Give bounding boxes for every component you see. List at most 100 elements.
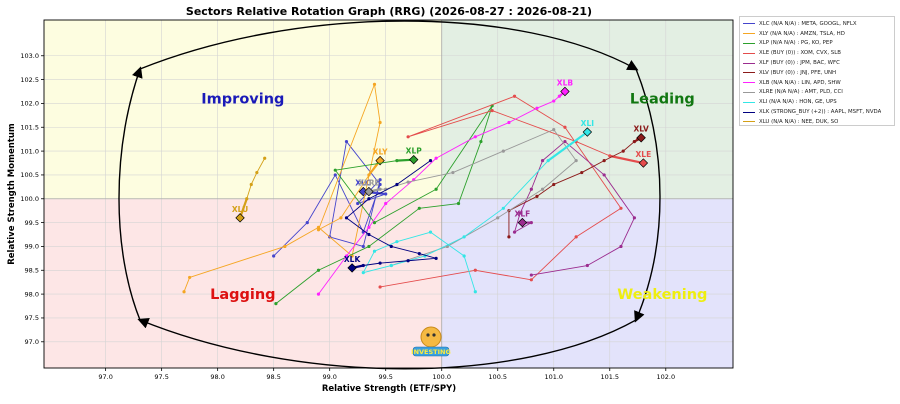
series-point-xlf: [518, 211, 522, 215]
series-point-xli: [462, 235, 466, 239]
quadrant-weakening-bg: [441, 198, 733, 368]
series-point-xlk: [395, 182, 399, 187]
series-point-xlp: [479, 139, 483, 144]
series-point-xlv: [580, 170, 584, 175]
series-point-xlc: [378, 178, 382, 182]
y-tick-label: 100.5: [20, 171, 39, 179]
series-point-xle: [406, 135, 410, 139]
series-name-label-xli: XLI: [581, 119, 595, 128]
y-tick-label: 101.5: [20, 124, 39, 132]
y-axis-label: Relative Strength Momentum: [7, 123, 17, 265]
legend-swatch: [743, 52, 755, 54]
legend-label: XLI (N/A N/A) : HON, GE, UPS: [759, 99, 837, 106]
series-name-label-xlk: XLK: [344, 255, 362, 264]
watermark-logo-eye-icon: [426, 333, 430, 337]
series-name-label-xlv: XLV: [633, 125, 649, 134]
series-point-xle: [619, 206, 623, 210]
series-point-xli: [428, 230, 433, 234]
series-point-xlp: [274, 302, 278, 306]
watermark-logo-icon: [420, 326, 442, 348]
series-point-xlp: [417, 206, 421, 210]
legend-swatch: [743, 82, 755, 84]
series-point-xlk: [428, 159, 433, 163]
series-point-xli: [473, 290, 477, 294]
legend-item-xlp: XLP (N/A N/A) : PG, KO, PEP: [743, 39, 891, 49]
legend-swatch: [743, 101, 755, 103]
series-point-xlp: [367, 244, 371, 249]
series-point-xly: [378, 120, 382, 125]
x-tick-label: 102.0: [656, 373, 675, 381]
series-point-xlb: [535, 106, 539, 110]
series-point-xlc: [305, 221, 309, 225]
series-name-label-xle: XLE: [636, 150, 652, 159]
series-point-xlp: [456, 201, 461, 206]
legend-label: XLF (BUY (0)) : JPM, BAC, WFC: [759, 60, 840, 67]
legend-item-xlre: XLRE (N/A N/A) : AMT, PLD, CCI: [743, 88, 891, 98]
series-point-xlp: [333, 168, 337, 172]
y-tick-label: 97.5: [25, 314, 39, 322]
watermark-logo-eye-icon: [432, 333, 436, 337]
series-point-xlk: [378, 261, 382, 265]
series-name-label-xlp: XLP: [406, 147, 423, 156]
series-point-xly: [316, 228, 321, 232]
series-point-xlu: [249, 182, 253, 187]
series-point-xle: [378, 285, 382, 289]
legend-label: XLV (BUY (0)) : JNJ, PFE, UNH: [759, 69, 837, 76]
series-point-xli: [462, 254, 466, 258]
y-tick-label: 103.0: [20, 52, 39, 60]
series-name-label-xly: XLY: [373, 148, 388, 157]
series-point-xly: [316, 225, 321, 229]
y-tick-label: 97.0: [25, 338, 39, 346]
series-point-xlk: [389, 244, 393, 249]
series-head-marker-xli: [582, 127, 593, 137]
legend-item-xlv: XLV (BUY (0)) : JNJ, PFE, UNH: [743, 68, 891, 78]
series-point-xlc: [344, 139, 349, 144]
y-tick-label: 98.5: [25, 267, 39, 275]
x-tick-label: 98.5: [266, 373, 280, 381]
series-point-xle: [512, 94, 517, 98]
series-point-xlre: [501, 149, 505, 153]
legend-swatch: [743, 23, 755, 25]
series-point-xly: [372, 82, 377, 86]
chart-legend: XLC (N/A N/A) : META, GOOGL, NFLX XLY (N/…: [739, 16, 895, 126]
series-point-xle: [529, 278, 533, 282]
series-point-xlf: [619, 244, 623, 249]
series-point-xli: [372, 249, 377, 253]
series-point-xlb: [552, 99, 556, 103]
legend-item-xlf: XLF (BUY (0)) : JPM, BAC, WFC: [743, 58, 891, 68]
series-point-xlf: [585, 263, 589, 268]
series-point-xlf: [529, 273, 533, 277]
x-tick-label: 100.5: [488, 373, 507, 381]
series-point-xlv: [621, 149, 625, 153]
series-point-xly: [188, 275, 192, 280]
series-point-xlp: [372, 221, 377, 225]
series-point-xlre: [496, 216, 500, 220]
series-head-segment-xli: [547, 131, 589, 162]
legend-item-xlu: XLU (N/A N/A) : NEE, DUK, SO: [743, 117, 891, 127]
series-point-xlv: [602, 159, 606, 163]
series-point-xli: [395, 240, 399, 244]
rotation-arrow-left: [118, 66, 143, 321]
series-point-xlb: [367, 225, 371, 229]
y-tick-label: 102.5: [20, 76, 39, 84]
series-name-label-xlf: XLF: [515, 210, 531, 219]
series-point-xli: [389, 263, 393, 268]
series-point-xlre: [451, 170, 455, 175]
series-point-xlc: [333, 173, 337, 177]
x-tick-label: 101.0: [544, 373, 563, 381]
legend-label: XLC (N/A N/A) : META, GOOGL, NFLX: [759, 20, 857, 27]
legend-swatch: [743, 91, 755, 93]
series-point-xlc: [361, 244, 365, 249]
legend-label: XLK (STRONG_BUY (+2)) : AAPL, MSFT, NVDA: [759, 109, 882, 116]
series-point-xlb: [434, 156, 438, 160]
y-tick-label: 101.0: [20, 147, 39, 155]
quadrant-lagging-bg: [44, 198, 442, 368]
series-point-xlb: [384, 201, 388, 206]
x-tick-label: 97.5: [154, 373, 168, 381]
series-name-label-xlb: XLB: [557, 79, 574, 88]
y-tick-label: 102.0: [20, 100, 39, 108]
legend-swatch: [743, 121, 755, 123]
series-point-xlb: [507, 120, 511, 125]
y-tick-label: 98.0: [25, 290, 39, 298]
series-point-xle: [473, 268, 477, 272]
